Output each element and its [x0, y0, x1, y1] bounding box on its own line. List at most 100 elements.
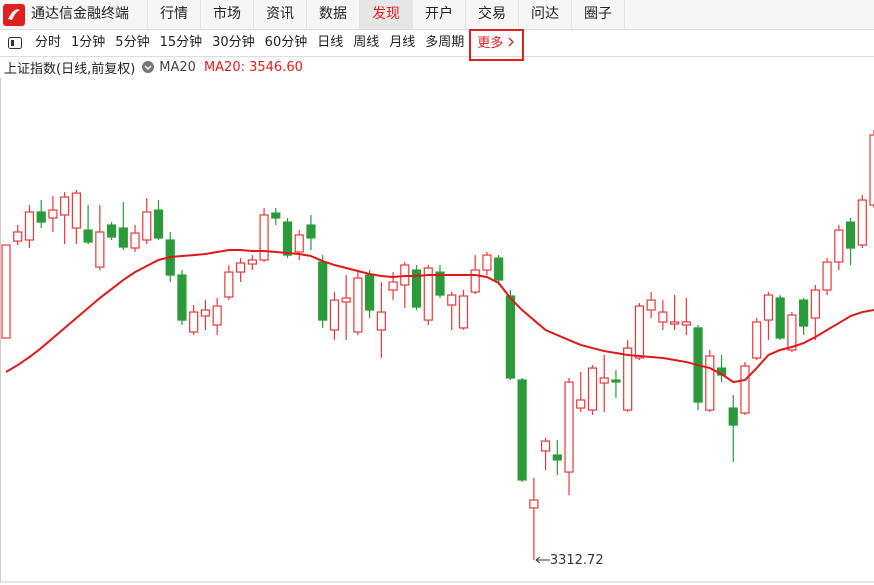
candle-body [611, 379, 621, 383]
menu-item[interactable]: 数据 [307, 0, 360, 29]
menu-item[interactable]: 问达 [519, 0, 572, 29]
chart-header: 上证指数(日线,前复权) MA20 MA20: 3546.60 [4, 58, 303, 77]
candle-body [376, 311, 386, 331]
menu-item[interactable]: 市场 [201, 0, 254, 29]
candle-body [130, 232, 140, 249]
candle-body [365, 274, 375, 311]
candle-body [669, 321, 680, 325]
candle-body [869, 134, 874, 206]
candle-body [458, 295, 469, 329]
period-button[interactable]: 日线 [317, 35, 344, 50]
low-label: 3312.72 [550, 553, 604, 568]
candle-body [447, 294, 457, 306]
candle-body [106, 224, 117, 238]
candle-body [235, 262, 246, 273]
period-button[interactable]: 多周期 [425, 35, 465, 50]
menu-item[interactable]: 圈子 [572, 0, 625, 29]
period-button[interactable]: 分时 [35, 35, 62, 50]
candle-body [728, 407, 738, 426]
candle-body [599, 377, 609, 384]
indicator-name: MA20 [159, 59, 196, 75]
candle-body [540, 440, 551, 452]
candle-body [388, 281, 398, 291]
candle-body [587, 367, 598, 411]
menu-item[interactable]: 通达信金融终端 [29, 0, 148, 29]
low-arrow [535, 556, 550, 564]
candle-body [95, 231, 105, 268]
period-button[interactable]: 5分钟 [115, 35, 150, 50]
candle-body [576, 399, 586, 409]
candle-body [787, 314, 797, 351]
candle-body [658, 311, 668, 323]
candle-body [36, 211, 46, 223]
candle-body [153, 209, 164, 239]
candle-body [705, 355, 715, 411]
candle-body [271, 212, 281, 219]
candle-body [259, 214, 269, 261]
menu-bar: 通达信金融终端 行情 市场 资讯 数据 发现 开户 交易 问达 圈子 [0, 0, 874, 30]
candle-body [752, 321, 762, 359]
candle-body [118, 227, 128, 248]
period-button[interactable]: 15分钟 [159, 35, 203, 50]
candle-body [763, 294, 774, 321]
period-button[interactable]: 月线 [389, 35, 416, 50]
candle-body [353, 277, 363, 333]
candle-body [411, 269, 422, 308]
candle-body [189, 311, 199, 333]
candle-body [224, 271, 234, 298]
candle-body [494, 257, 504, 281]
candle-body [60, 196, 70, 216]
candle-body [845, 221, 856, 249]
period-button[interactable]: 30分钟 [212, 35, 255, 50]
candle-body [775, 297, 785, 339]
candle-body [13, 231, 23, 242]
candle-body [482, 254, 492, 271]
candle-body [529, 499, 539, 509]
candle-body [470, 269, 480, 293]
candle-body [564, 381, 574, 473]
panel-toggle[interactable] [8, 37, 22, 49]
candle-body [634, 305, 645, 359]
menu-item[interactable]: 开户 [413, 0, 466, 29]
candle-body [810, 289, 820, 319]
menu-item[interactable]: 发现 [360, 0, 413, 29]
indicator-value: MA20: 3546.60 [203, 59, 303, 75]
candle-body [799, 299, 809, 327]
candle-body [857, 199, 867, 246]
menu-item[interactable]: 交易 [466, 0, 519, 29]
period-button[interactable]: 周线 [353, 35, 380, 50]
menu-item[interactable]: 资讯 [254, 0, 307, 29]
chart-title: 上证指数(日线,前复权) [4, 61, 136, 77]
menu-item[interactable]: 行情 [148, 0, 201, 29]
logo [3, 3, 25, 26]
candle-body [142, 211, 152, 241]
period-button[interactable]: 更多 [469, 29, 525, 61]
candle-body [505, 295, 515, 379]
toolbar: 分时 1分钟 5分钟 15分钟 30分钟 60分钟 日线 周线 月线 多周期 更多 [0, 29, 874, 61]
period-button[interactable]: 60分钟 [264, 35, 308, 50]
candle-body [341, 297, 351, 303]
ma-line [5, 249, 874, 384]
candle-body [306, 224, 316, 239]
candle-body [517, 379, 527, 481]
period-button[interactable]: 1分钟 [71, 35, 106, 50]
candle-body [681, 321, 691, 326]
candle-body [623, 347, 633, 411]
candle-body [834, 229, 844, 263]
candle-body [83, 229, 93, 243]
candle-body [48, 209, 58, 219]
candle-body [423, 267, 433, 321]
candle-body [435, 271, 445, 296]
candle-body [177, 274, 187, 321]
indicator-toggle[interactable] [141, 60, 155, 74]
candle-body [400, 264, 410, 286]
candle-body [646, 299, 656, 311]
candle-body [552, 454, 562, 461]
candle-body [318, 261, 328, 321]
candle-body [247, 259, 257, 265]
candle-body [24, 211, 35, 241]
candle-body [294, 234, 304, 253]
candle-body [282, 221, 293, 256]
